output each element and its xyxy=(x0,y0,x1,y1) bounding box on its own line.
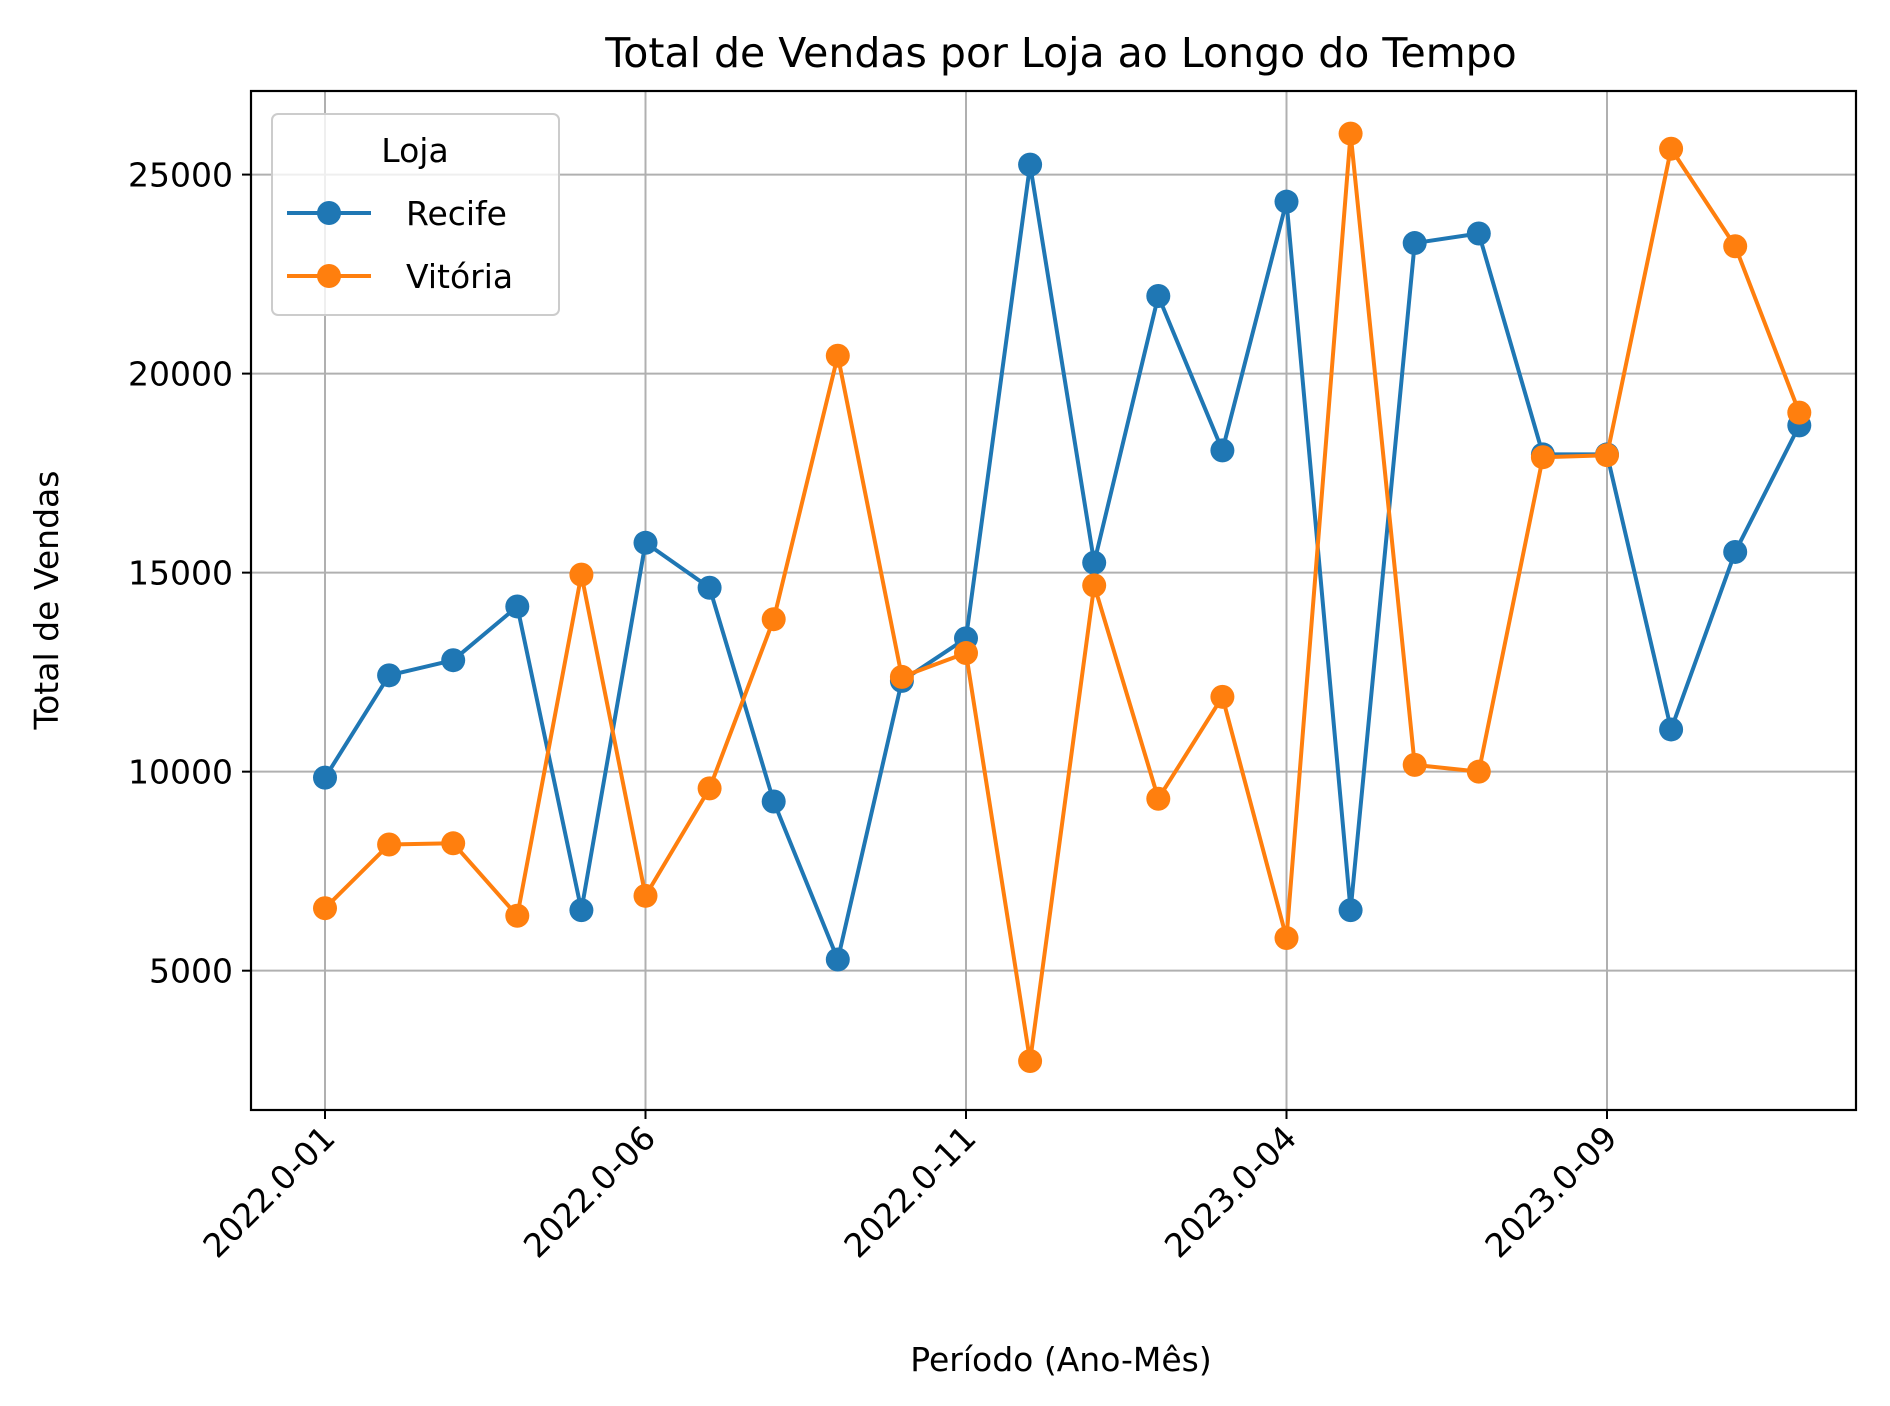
data-point-vitoria xyxy=(505,903,530,928)
x-axis-label: Período (Ano-Mês) xyxy=(910,1340,1212,1379)
plot-frame xyxy=(249,89,1858,1112)
data-point-vitoria xyxy=(1018,1049,1043,1074)
data-point-vitoria xyxy=(1146,786,1171,811)
x-tick-label: 2022.0-06 xyxy=(516,1118,663,1265)
data-point-vitoria xyxy=(633,883,658,908)
data-point-vitoria xyxy=(1338,121,1363,146)
chart-title: Total de Vendas por Loja ao Longo do Tem… xyxy=(604,29,1517,77)
data-point-vitoria xyxy=(1723,234,1748,259)
series-vitoria xyxy=(313,121,1812,1074)
data-point-recife xyxy=(1146,283,1171,308)
data-point-recife xyxy=(1466,221,1491,246)
data-point-recife xyxy=(1723,539,1748,564)
legend-marker-recife xyxy=(317,201,341,225)
data-point-vitoria xyxy=(1595,443,1619,468)
data-point-vitoria xyxy=(1210,684,1235,709)
data-point-vitoria xyxy=(569,562,594,587)
legend: Loja Recife Vitória xyxy=(271,113,560,316)
data-point-vitoria xyxy=(1787,400,1812,425)
data-point-vitoria xyxy=(1659,136,1684,161)
y-tick-label: 20000 xyxy=(128,355,233,394)
data-point-recife xyxy=(1210,438,1235,463)
data-point-vitoria xyxy=(1466,759,1491,784)
data-point-vitoria xyxy=(761,607,786,632)
x-tick-label: 2023.0-04 xyxy=(1157,1118,1304,1265)
y-axis-label: Total de Vendas xyxy=(27,471,66,731)
data-point-recife xyxy=(377,663,402,688)
data-point-recife xyxy=(825,947,850,972)
data-point-recife xyxy=(1018,152,1043,177)
data-point-vitoria xyxy=(825,343,850,368)
data-point-vitoria xyxy=(1530,445,1555,470)
data-point-recife xyxy=(1274,189,1299,214)
data-point-recife xyxy=(1402,231,1427,256)
y-tick-label: 10000 xyxy=(128,753,233,792)
data-point-recife xyxy=(569,898,594,923)
y-tick-label: 15000 xyxy=(128,554,233,593)
data-point-recife xyxy=(761,789,786,814)
legend-marker-vitoria xyxy=(317,264,341,288)
data-point-vitoria xyxy=(441,831,466,856)
x-tick-label: 2023.0-09 xyxy=(1477,1118,1624,1265)
data-point-vitoria xyxy=(1402,752,1427,777)
grid xyxy=(251,91,1856,1110)
x-tick-label: 2022.0-01 xyxy=(195,1118,342,1265)
legend-label-recife: Recife xyxy=(406,194,507,233)
x-tick-label: 2022.0-11 xyxy=(836,1118,983,1265)
legend-label-vitoria: Vitória xyxy=(406,257,513,296)
data-point-vitoria xyxy=(1082,573,1107,598)
data-point-vitoria xyxy=(313,896,337,921)
series-recife xyxy=(313,152,1812,972)
data-point-recife xyxy=(1338,898,1363,923)
series-layer xyxy=(313,121,1812,1074)
y-tick-label: 5000 xyxy=(149,952,233,991)
data-point-recife xyxy=(505,594,530,619)
data-point-vitoria xyxy=(377,832,402,857)
data-point-recife xyxy=(441,648,466,673)
data-point-vitoria xyxy=(697,776,722,801)
legend-box xyxy=(271,113,560,316)
data-point-vitoria xyxy=(1274,926,1299,951)
axis-ticks: 2022.0-01 2022.0-06 2022.0-11 2023.0-04 2023… xyxy=(128,156,1625,1266)
data-point-recife xyxy=(1659,717,1684,742)
data-point-recife xyxy=(697,575,722,600)
data-point-vitoria xyxy=(954,641,978,666)
data-point-recife xyxy=(313,765,337,790)
legend-title: Loja xyxy=(381,131,448,170)
y-tick-label: 25000 xyxy=(128,156,233,195)
data-point-recife xyxy=(1082,550,1107,575)
data-point-vitoria xyxy=(889,664,914,689)
data-point-recife xyxy=(633,530,658,555)
